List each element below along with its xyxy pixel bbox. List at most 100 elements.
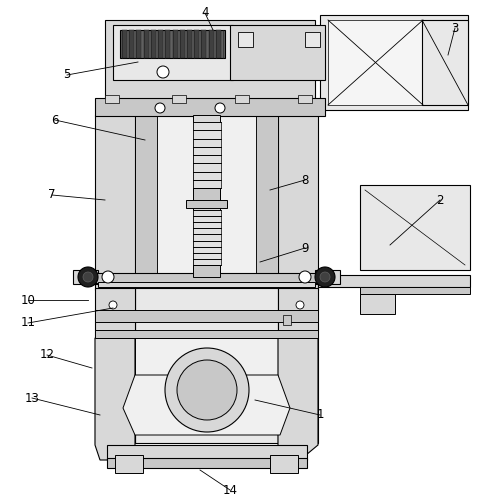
Bar [95, 115, 135, 290]
Bar [186, 200, 227, 208]
Text: 10: 10 [21, 293, 36, 306]
Bar [144, 30, 149, 58]
Bar [135, 288, 278, 443]
Bar [122, 30, 127, 58]
Bar [194, 30, 199, 58]
Text: 14: 14 [223, 483, 238, 496]
Bar [115, 455, 143, 473]
Text: 9: 9 [301, 241, 309, 255]
Circle shape [215, 103, 225, 113]
Bar [165, 30, 170, 58]
Bar [201, 30, 206, 58]
Polygon shape [193, 222, 221, 228]
Bar [318, 275, 470, 287]
Polygon shape [278, 338, 318, 460]
Polygon shape [193, 246, 221, 253]
Bar [278, 115, 318, 290]
Bar [136, 30, 142, 58]
Polygon shape [193, 234, 221, 240]
Bar [360, 287, 470, 294]
Bar [172, 30, 178, 58]
Text: 8: 8 [301, 173, 309, 186]
Bar [107, 445, 307, 460]
Bar [230, 25, 325, 80]
Bar [95, 310, 318, 322]
Bar [238, 32, 253, 47]
Bar [193, 188, 220, 203]
Bar [360, 185, 470, 270]
Polygon shape [95, 338, 135, 460]
Circle shape [102, 271, 114, 283]
Circle shape [296, 301, 304, 309]
Circle shape [315, 267, 335, 287]
Text: 7: 7 [48, 188, 56, 202]
Bar [270, 455, 298, 473]
Bar [305, 32, 320, 47]
Bar [422, 20, 468, 105]
Polygon shape [193, 171, 221, 180]
Text: 6: 6 [51, 113, 59, 127]
Bar [235, 95, 249, 103]
Polygon shape [193, 163, 221, 171]
Polygon shape [193, 122, 221, 130]
Circle shape [320, 272, 330, 282]
Text: 3: 3 [451, 22, 459, 34]
Bar [172, 95, 186, 103]
Bar [193, 115, 220, 280]
Text: 5: 5 [63, 69, 71, 82]
Polygon shape [193, 147, 221, 155]
Polygon shape [135, 338, 278, 375]
Circle shape [83, 272, 93, 282]
Bar [158, 30, 163, 58]
Bar [216, 30, 221, 58]
Bar [315, 270, 340, 284]
Polygon shape [193, 139, 221, 147]
Bar [256, 115, 278, 290]
Bar [95, 98, 325, 116]
Bar [105, 20, 315, 100]
Bar [135, 115, 157, 290]
Text: 4: 4 [201, 7, 209, 20]
Bar [98, 282, 315, 287]
Circle shape [157, 66, 169, 78]
Polygon shape [193, 253, 221, 259]
Bar [107, 458, 307, 468]
Polygon shape [193, 259, 221, 265]
Polygon shape [123, 375, 290, 435]
Bar [95, 330, 318, 338]
Circle shape [177, 360, 237, 420]
Bar [113, 25, 233, 80]
Bar [157, 115, 256, 290]
Bar [187, 30, 192, 58]
Text: 11: 11 [21, 317, 36, 330]
Text: 2: 2 [436, 194, 444, 207]
Bar [278, 288, 318, 443]
Bar [129, 30, 134, 58]
Bar [105, 95, 119, 103]
Circle shape [109, 301, 117, 309]
Polygon shape [193, 210, 221, 216]
Bar [151, 30, 156, 58]
Bar [298, 95, 312, 103]
Bar [73, 270, 98, 284]
Bar [95, 288, 135, 443]
Bar [120, 30, 225, 58]
Text: 12: 12 [39, 348, 55, 361]
Circle shape [155, 103, 165, 113]
Circle shape [78, 267, 98, 287]
Text: 1: 1 [316, 409, 324, 421]
Bar [360, 294, 395, 314]
Bar [193, 265, 220, 277]
Bar [283, 315, 291, 325]
Polygon shape [193, 130, 221, 139]
Circle shape [165, 348, 249, 432]
Circle shape [299, 271, 311, 283]
Bar [180, 30, 185, 58]
Text: 13: 13 [24, 392, 39, 405]
Bar [328, 20, 423, 105]
Polygon shape [193, 155, 221, 163]
Polygon shape [193, 216, 221, 222]
Bar [209, 30, 214, 58]
Bar [320, 15, 468, 110]
Polygon shape [193, 240, 221, 246]
